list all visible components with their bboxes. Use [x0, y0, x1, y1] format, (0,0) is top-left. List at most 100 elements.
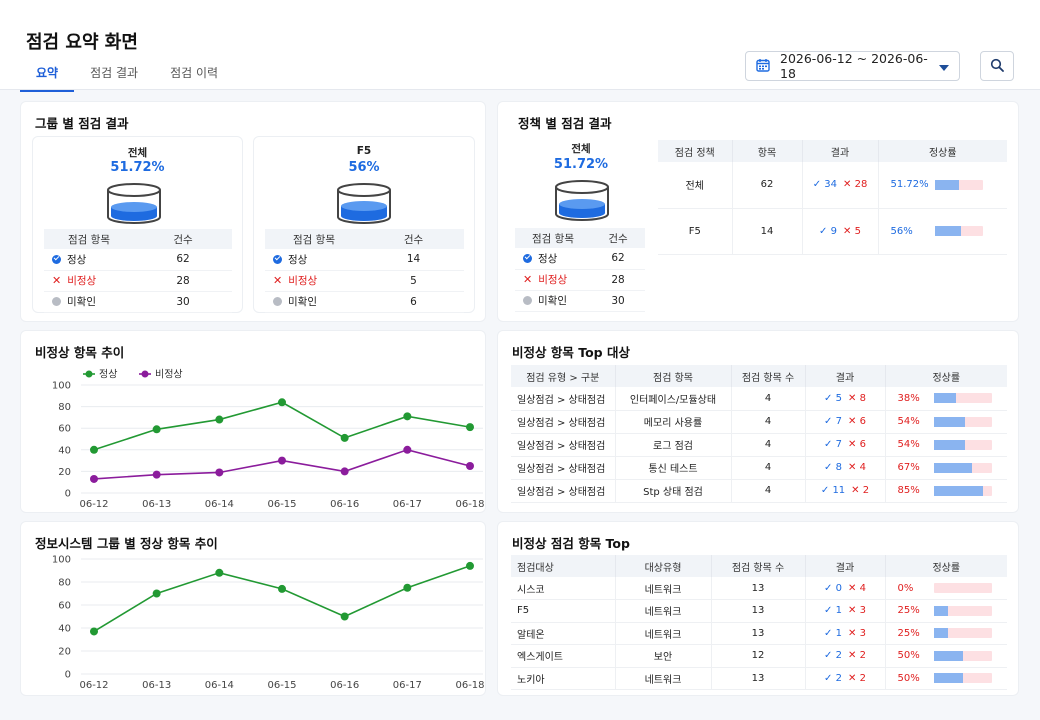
rate-bar-fill	[933, 605, 948, 616]
rate-bar	[933, 650, 992, 661]
data-point	[90, 627, 98, 636]
rate-cell: 25%	[885, 622, 1007, 645]
date-range-picker[interactable]: 2026-06-12 ~ 2026-06-18	[745, 51, 960, 81]
row-count: 14	[363, 249, 464, 271]
ok-count: 2	[835, 672, 842, 684]
y-tick-label: 80	[58, 578, 71, 589]
y-tick-label: 100	[52, 381, 71, 392]
x-icon: ✕	[843, 225, 852, 237]
page-title: 점검 요약 화면	[26, 32, 138, 53]
table-row: F5 네트워크 13 ✓ 1 ✕ 3 25%	[511, 599, 1007, 623]
x-tick-label: 06-17	[393, 499, 422, 510]
search-button[interactable]	[980, 51, 1014, 81]
check-icon: ✓	[824, 582, 833, 594]
ok-count: 5	[835, 392, 842, 404]
cylinder-gauge-icon	[555, 180, 609, 221]
policy-summary-name: 전체	[571, 143, 591, 155]
ok-count: 8	[835, 462, 842, 473]
col-target-type: 대상유형	[615, 555, 712, 577]
top-abnormal-items-title: 비정상 점검 항목 Top	[512, 536, 630, 551]
rate-bar	[933, 462, 992, 473]
result-cell: ✓ 1 ✕ 3	[805, 622, 886, 645]
rate-bar-fill	[933, 416, 965, 427]
rate-bar-fill	[934, 179, 960, 190]
rate-bar-fill	[933, 439, 965, 450]
infosys-trend-title: 정보시스템 그룹 별 정상 항목 추이	[35, 536, 218, 551]
bad-count: 6	[859, 416, 866, 427]
col-count: 건수	[134, 229, 232, 249]
check-count: 4	[731, 410, 806, 434]
row-count: 62	[134, 249, 232, 271]
ok-count: 0	[835, 582, 842, 594]
legend-label: 정상	[99, 369, 117, 381]
table-row: 정상 14	[265, 249, 464, 271]
tab-results[interactable]: 점검 결과	[90, 66, 139, 80]
check-icon: ✓	[824, 650, 833, 662]
result-cell: ✓ 2 ✕ 2	[805, 667, 886, 690]
rate-bar-fill	[933, 628, 948, 639]
rate-bar-fill	[933, 462, 973, 473]
y-tick-label: 20	[58, 647, 71, 658]
col-item: 점검 항목	[44, 229, 134, 249]
x-icon: ✕	[848, 627, 857, 639]
x-icon: ✕	[52, 274, 62, 287]
check-type: 일상점검 > 상태점검	[511, 479, 616, 503]
check-icon: ✓	[824, 462, 833, 473]
data-point	[90, 445, 98, 454]
rate-cell: 54%	[885, 433, 1007, 457]
check-target: 알테온	[511, 622, 616, 645]
target-type: 네트워크	[615, 667, 712, 690]
data-point	[215, 568, 224, 577]
policy-name: F5	[658, 208, 733, 255]
table-row: 알테온 네트워크 13 ✓ 1 ✕ 3 25%	[511, 622, 1007, 645]
table-row: 전체 62 ✓ 34 ✕ 28 51.72%	[658, 162, 1007, 209]
y-tick-label: 0	[65, 489, 71, 500]
rate-cell: 25%	[885, 599, 1007, 623]
x-tick-label: 06-14	[205, 680, 234, 691]
ok-count: 34	[824, 179, 837, 191]
x-icon: ✕	[848, 462, 857, 473]
data-point	[278, 584, 286, 593]
check-target: 엑스게이트	[511, 644, 616, 668]
gray-dot-icon	[52, 297, 61, 306]
row-label: 비정상	[288, 275, 318, 287]
table-row: ✕ 비정상 28	[515, 269, 645, 291]
group-results-card: 그룹 별 점검 결과 전체 51.72% 점검 항목 건수 정상 62 ✕ 비정상 28…	[20, 101, 486, 322]
policy-results-title: 정책 별 점검 결과	[518, 116, 612, 131]
target-type: 네트워크	[615, 599, 712, 623]
target-type: 네트워크	[615, 622, 712, 645]
rate-text: 0%	[897, 582, 914, 594]
check-count: 13	[711, 667, 806, 690]
check-item: 로그 점검	[615, 433, 732, 457]
x-icon: ✕	[848, 672, 857, 684]
abnormal-trend-card: 비정상 항목 추이 0 20 40 60 80 100 06-12 06-13 06-14 06-…	[20, 330, 486, 513]
x-icon: ✕	[851, 485, 860, 496]
table-row: ✕ 비정상 5	[265, 270, 464, 292]
row-count: 5	[363, 270, 464, 292]
check-icon: ✓	[820, 485, 830, 496]
table-row: F5 14 ✓ 9 ✕ 5 56%	[658, 208, 1007, 255]
check-circle-icon	[523, 253, 532, 263]
table-row: 일상점검 > 상태점검 로그 점검 4 ✓ 7 ✕ 6 54%	[511, 433, 1007, 457]
y-tick-label: 60	[58, 601, 71, 612]
bad-count: 3	[859, 605, 866, 617]
y-tick-label: 80	[58, 402, 71, 413]
y-tick-label: 40	[58, 445, 71, 456]
tab-bar: 요약 점검 결과 점검 이력	[20, 60, 234, 92]
legend-label: 비정상	[155, 369, 183, 381]
table-row: 일상점검 > 상태점검 인터페이스/모듈상태 4 ✓ 5 ✕ 8 38%	[511, 387, 1007, 411]
target-type: 보안	[615, 644, 712, 668]
tab-summary[interactable]: 요약	[20, 60, 75, 92]
x-tick-label: 06-13	[142, 499, 171, 510]
policy-result: ✓ 34 ✕ 28	[802, 162, 879, 209]
rate-cell: 50%	[885, 644, 1007, 668]
col-rate: 정상률	[878, 140, 1007, 162]
infosys-trend-card: 정보시스템 그룹 별 정상 항목 추이 0 20 40 60 80 100 06-12 06-…	[20, 521, 486, 696]
check-item: 인터페이스/모듈상태	[615, 387, 732, 411]
rate-bar	[933, 439, 992, 450]
data-point	[466, 462, 474, 470]
tab-history[interactable]: 점검 이력	[170, 66, 219, 80]
abnormal-trend-chart: 0 20 40 60 80 100 06-12 06-13 06-14 06-15 06-16 06-…	[52, 369, 485, 511]
check-item: Stp 상태 점검	[615, 479, 732, 503]
table-row: 일상점검 > 상태점검 Stp 상태 점검 4 ✓ 11 ✕ 2 85%	[511, 479, 1007, 503]
